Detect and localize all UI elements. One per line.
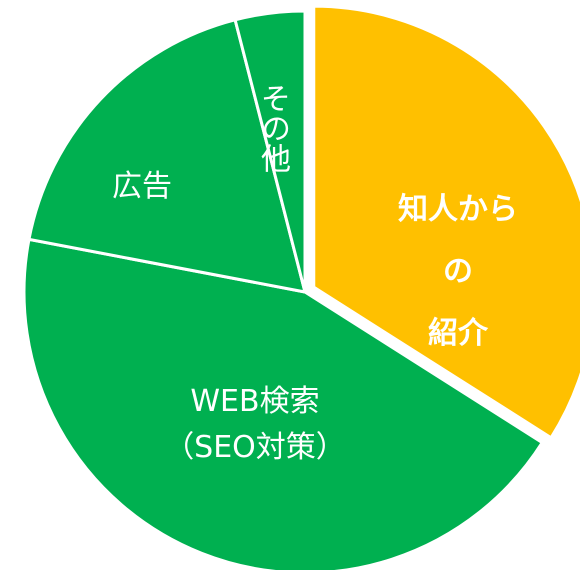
pie-slice: [22, 237, 545, 570]
slice-label: 知人からの 紹介: [398, 192, 518, 351]
pie-slice: [27, 18, 308, 294]
pie-slice: [312, 4, 580, 440]
slice-label: その他: [255, 83, 290, 173]
slice-label: 広告: [112, 169, 172, 204]
slice-label: WEB検索 （SEO対策）: [164, 384, 346, 465]
pie-slice: [233, 9, 307, 293]
